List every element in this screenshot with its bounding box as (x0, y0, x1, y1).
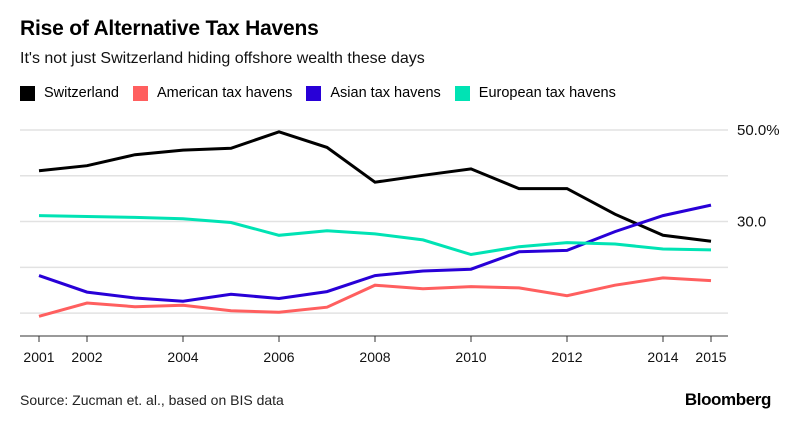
legend-item-asian: Asian tax havens (306, 85, 441, 101)
series-line-switzerland (38, 130, 712, 243)
legend-item-european: European tax havens (454, 85, 616, 101)
legend-swatch (306, 85, 322, 101)
gridlines (20, 129, 728, 314)
legend-swatch (132, 85, 148, 101)
x-tick-label: 2015 (695, 349, 726, 365)
series-lines (38, 130, 712, 318)
series-line-asian-tax-havens (38, 203, 712, 303)
chart-title: Rise of Alternative Tax Havens (20, 17, 319, 40)
x-axis: 2001 2002 2004 2006 2008 2010 2012 2014 2015 (20, 335, 728, 365)
legend-label: Switzerland (44, 85, 119, 101)
x-tick-label: 2002 (71, 349, 102, 365)
x-tick-label: 2014 (647, 349, 678, 365)
legend-label: American tax havens (156, 85, 293, 101)
legend-swatch (454, 85, 470, 101)
x-tick-label: 2010 (455, 349, 486, 365)
series-line-american-tax-havens (38, 276, 712, 318)
y-tick-label: 50.0% (737, 122, 780, 139)
x-tick-label: 2012 (551, 349, 582, 365)
x-tick-label: 2004 (167, 349, 198, 365)
y-axis-labels: 50.0% 30.0 (737, 122, 780, 231)
legend-swatch (20, 85, 35, 101)
series-line-european-tax-havens (38, 214, 712, 257)
legend-item-switzerland: Switzerland (20, 85, 119, 101)
source-note: Source: Zucman et. al., based on BIS dat… (20, 392, 284, 408)
bloomberg-logo: Bloomberg (684, 390, 772, 409)
legend-label: Asian tax havens (330, 85, 441, 101)
x-tick-label: 2008 (359, 349, 390, 365)
legend-label: European tax havens (478, 85, 616, 101)
chart-subtitle: It's not just Switzerland hiding offshor… (20, 50, 425, 67)
x-tick-label: 2006 (263, 349, 294, 365)
legend: Switzerland American tax havens Asian ta… (20, 85, 630, 101)
x-tick-label: 2001 (23, 349, 54, 365)
legend-item-american: American tax havens (132, 85, 293, 101)
y-tick-label: 30.0 (737, 214, 766, 231)
